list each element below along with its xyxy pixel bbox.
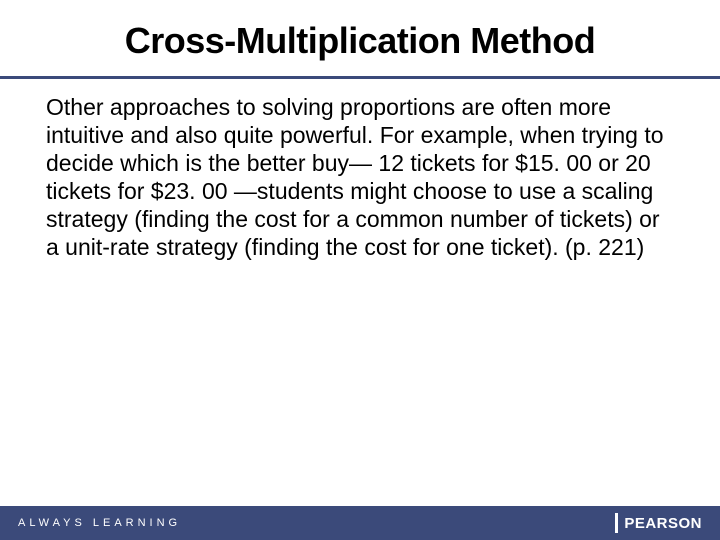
body-area: Other approaches to solving proportions … <box>0 79 720 261</box>
title-area: Cross-Multiplication Method <box>0 0 720 70</box>
body-text: Other approaches to solving proportions … <box>46 93 674 261</box>
slide-title: Cross-Multiplication Method <box>40 20 680 62</box>
slide: Cross-Multiplication Method Other approa… <box>0 0 720 540</box>
footer-bar: ALWAYS LEARNING PEARSON <box>0 506 720 540</box>
brand-text: PEARSON <box>624 515 702 532</box>
brand-bar-icon <box>615 513 618 533</box>
tagline-text: ALWAYS LEARNING <box>18 517 181 529</box>
brand-logo: PEARSON <box>615 513 702 533</box>
